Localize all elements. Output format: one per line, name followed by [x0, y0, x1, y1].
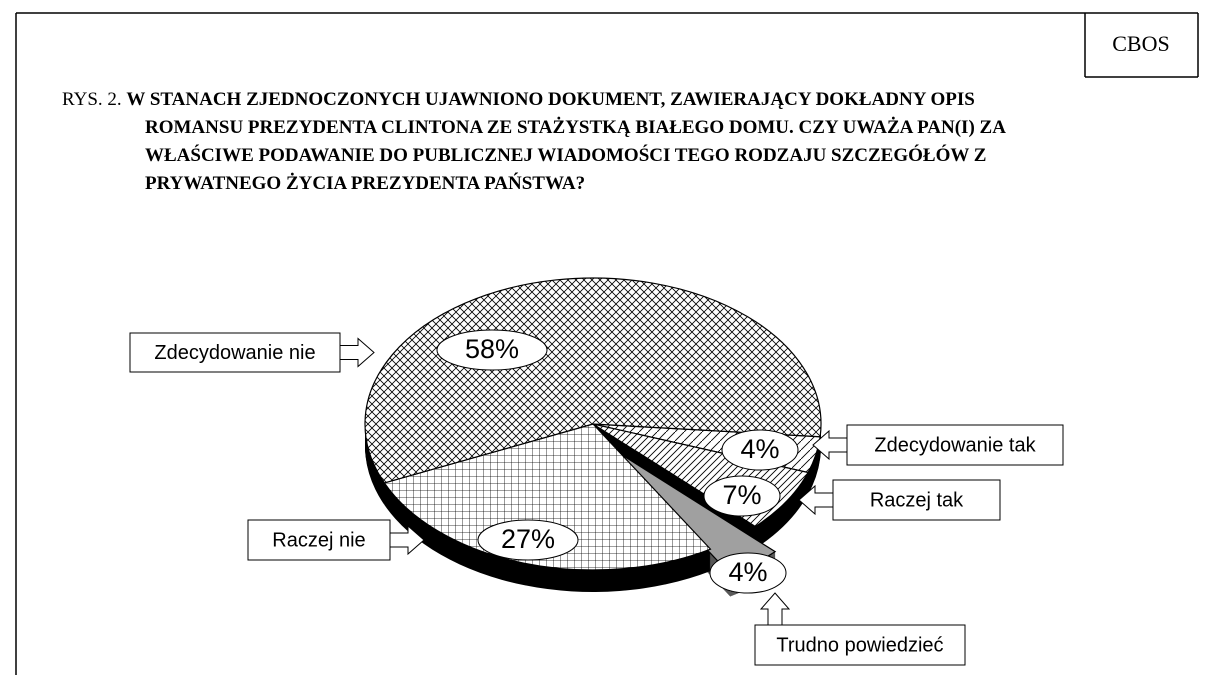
callout-box [846, 424, 1064, 466]
figure-label: RYS. 2. [62, 89, 122, 110]
value-label: 7% [722, 480, 761, 510]
callout-box [247, 519, 391, 561]
value-label: 4% [740, 434, 779, 464]
value-label-bg [477, 519, 579, 561]
callout-box [832, 479, 1001, 521]
legend-label: Raczej nie [272, 529, 365, 551]
legend-label: Zdecydowanie nie [154, 342, 315, 364]
callout-box [129, 332, 341, 373]
pie-slice [364, 277, 822, 484]
legend-label: Zdecydowanie tak [874, 434, 1036, 456]
callout-arrow [798, 484, 834, 516]
legend-label: Raczej tak [870, 489, 964, 511]
value-label-bg [436, 329, 548, 371]
callout-arrow [389, 524, 425, 556]
value-label: 27% [501, 524, 555, 554]
callout-arrow [812, 429, 848, 461]
value-label: 4% [728, 557, 767, 587]
value-label: 58% [465, 334, 519, 364]
callout-arrow [339, 337, 375, 368]
value-label-bg [703, 475, 781, 517]
source: CBOS [1112, 31, 1169, 56]
chart-title: W STANACH ZJEDNOCZONYCH UJAWNIONO DOKUME… [126, 89, 1005, 194]
value-label-bg [721, 429, 799, 471]
callout-arrow [759, 592, 791, 626]
callout-box [754, 624, 966, 666]
value-label-bg [709, 552, 787, 594]
legend-label: Trudno powiedzieć [776, 634, 943, 656]
title-block: RYS. 2. W STANACH ZJEDNOCZONYCH UJAWNION… [62, 86, 1062, 198]
